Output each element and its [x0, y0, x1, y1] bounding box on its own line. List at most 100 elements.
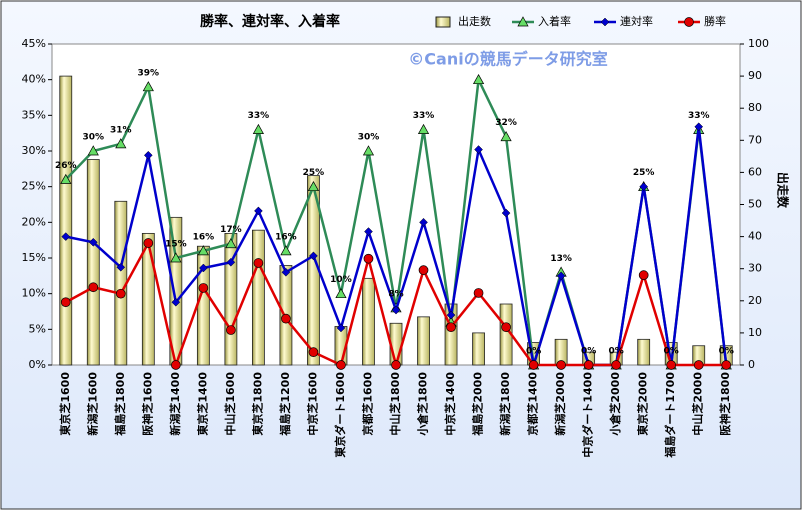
- marker: [391, 305, 401, 315]
- marker: [694, 122, 704, 132]
- data-label: 25%: [303, 168, 325, 178]
- bar: [59, 75, 73, 366]
- y-tick-label: 30%: [22, 144, 46, 157]
- x-tick-label: 新潟芝2000: [553, 372, 567, 436]
- bar: [637, 338, 651, 366]
- bar: [141, 232, 155, 366]
- data-label: 0%: [526, 347, 541, 357]
- data-label: 8%: [388, 289, 403, 299]
- y-tick-label: 5%: [29, 322, 46, 335]
- data-label: 0%: [664, 347, 679, 357]
- marker: [721, 360, 732, 370]
- x-tick-label: 小倉芝2000: [608, 372, 622, 437]
- legend-label: 勝率: [704, 14, 726, 28]
- marker: [281, 267, 291, 277]
- x-tick-label: 東京ダート1600: [333, 372, 347, 458]
- y2-tick-label: 70: [748, 133, 762, 146]
- marker: [61, 232, 71, 241]
- marker: [252, 123, 264, 134]
- x-tick-label: 中京ダート1400: [581, 372, 595, 458]
- data-label: 0%: [609, 347, 624, 357]
- marker: [308, 347, 319, 358]
- x-tick-label: 中山芝2000: [691, 372, 705, 436]
- data-label: 13%: [550, 254, 572, 264]
- grid: 0% 5% 10% 15% 20% 25% 30% 35% 40% 45% 0 10 20 30 40 50 6…: [22, 37, 769, 459]
- y-tick-label: 40%: [22, 73, 46, 86]
- y-tick-label: 0%: [29, 358, 46, 371]
- marker: [417, 123, 430, 134]
- chart-title: 勝率、連対率、入着率: [200, 13, 340, 30]
- marker: [198, 283, 209, 293]
- marker: [446, 310, 456, 320]
- marker: [556, 271, 566, 281]
- marker: [666, 360, 677, 370]
- x-tick-label: 新潟芝1400: [168, 372, 182, 436]
- data-label: 0%: [719, 347, 734, 357]
- watermark: ©Caniの競馬データ研究室: [408, 50, 607, 69]
- marker: [364, 227, 373, 236]
- marker: [336, 323, 346, 333]
- y2-tick-label: 50: [748, 198, 762, 211]
- marker: [363, 253, 374, 264]
- data-label: 33%: [688, 111, 710, 121]
- marker: [501, 208, 511, 218]
- data-label: 32%: [495, 118, 517, 128]
- data-label: 30%: [83, 133, 105, 143]
- y2-tick-label: 90: [748, 69, 762, 82]
- x-tick-label: 阪神芝1600: [140, 372, 154, 436]
- y2-tick-label: 0: [748, 358, 755, 371]
- x-tick-label: 小倉芝1800: [416, 372, 430, 437]
- marker: [474, 145, 483, 154]
- x-tick-label: 京都芝1600: [360, 372, 374, 436]
- marker: [170, 360, 181, 370]
- marker: [684, 17, 694, 27]
- marker: [226, 325, 236, 335]
- legend-label: 出走数: [458, 14, 491, 28]
- marker: [335, 287, 347, 299]
- marker: [600, 17, 610, 27]
- marker: [115, 288, 126, 299]
- marker: [199, 263, 208, 273]
- y-tick-label: 25%: [22, 180, 46, 193]
- marker: [307, 180, 320, 192]
- legend-label: 連対率: [620, 14, 653, 28]
- bar: [86, 159, 100, 366]
- bar: [417, 316, 430, 366]
- data-label: 31%: [110, 125, 132, 135]
- marker: [142, 81, 154, 92]
- marker: [226, 257, 236, 267]
- y2-tick-label: 80: [748, 101, 762, 114]
- marker: [638, 270, 649, 280]
- marker: [88, 237, 98, 247]
- data-label: 25%: [633, 168, 655, 178]
- x-tick-label: 東京芝2000: [636, 372, 650, 436]
- y2-tick-label: 10: [748, 326, 762, 339]
- x-tick-label: 福島ダート1700: [663, 372, 677, 459]
- bar: [472, 332, 485, 366]
- marker: [391, 360, 401, 370]
- x-tick-label: 阪神芝1800: [718, 372, 732, 436]
- data-label: 30%: [358, 133, 380, 143]
- marker: [253, 258, 264, 268]
- marker: [528, 360, 539, 370]
- data-label: 16%: [193, 232, 215, 242]
- marker: [362, 145, 375, 156]
- lines: [60, 73, 732, 370]
- marker: [419, 217, 428, 227]
- marker: [225, 238, 237, 249]
- marker: [472, 73, 485, 85]
- bar: [362, 277, 375, 366]
- marker: [115, 138, 127, 149]
- marker: [254, 206, 263, 216]
- marker: [556, 360, 566, 370]
- plot-area: [51, 43, 741, 366]
- x-tick-label: 中山芝1600: [223, 372, 237, 436]
- x-tick-label: 新潟芝1600: [85, 372, 99, 436]
- marker: [418, 265, 429, 275]
- x-tick-label: 東京芝1400: [195, 372, 209, 436]
- data-label: 16%: [275, 232, 297, 242]
- y2-tick-label: 60: [748, 165, 762, 178]
- y2-tick-label: 40: [748, 230, 762, 243]
- marker: [116, 262, 126, 272]
- marker: [501, 322, 511, 333]
